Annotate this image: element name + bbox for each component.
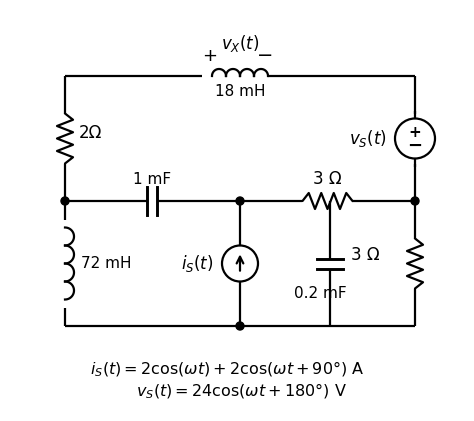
Circle shape <box>236 197 244 205</box>
Text: −: − <box>408 136 422 155</box>
Circle shape <box>236 322 244 330</box>
Text: $v_S(t) = 24\cos(\omega t + 180°)\ \mathrm{V}$: $v_S(t) = 24\cos(\omega t + 180°)\ \math… <box>137 381 347 401</box>
Text: 1 mF: 1 mF <box>134 171 172 187</box>
Circle shape <box>61 197 69 205</box>
Text: 2Ω: 2Ω <box>79 125 102 142</box>
Text: $i_S(t) = 2\cos(\omega t) + 2\cos(\omega t + 90°)\ \mathrm{A}$: $i_S(t) = 2\cos(\omega t) + 2\cos(\omega… <box>90 359 365 379</box>
Text: +: + <box>202 47 218 65</box>
Text: 3 Ω: 3 Ω <box>351 247 380 264</box>
Text: 18 mH: 18 mH <box>215 85 265 99</box>
Text: −: − <box>257 46 273 66</box>
Text: 72 mH: 72 mH <box>81 256 131 271</box>
Text: $v_S(t)$: $v_S(t)$ <box>349 128 387 149</box>
Text: $i_S(t)$: $i_S(t)$ <box>182 253 214 274</box>
Text: 3 Ω: 3 Ω <box>313 170 342 188</box>
Text: 0.2 mF: 0.2 mF <box>294 285 346 301</box>
Text: +: + <box>409 125 421 140</box>
Circle shape <box>411 197 419 205</box>
Text: $v_X(t)$: $v_X(t)$ <box>221 33 259 54</box>
